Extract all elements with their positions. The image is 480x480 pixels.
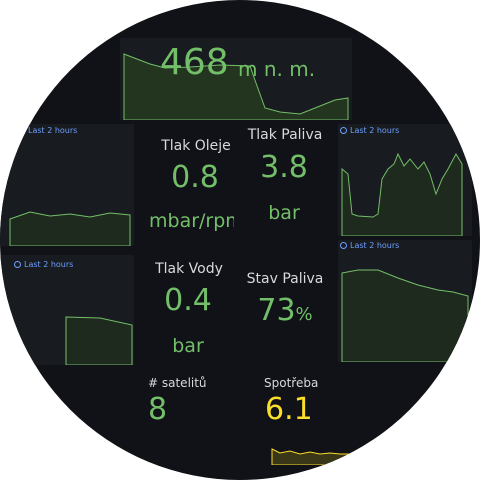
stat-title: Stav Paliva (246, 271, 324, 287)
time-range-text: Last 2 hours (350, 241, 400, 250)
time-range: Last 2 hours (340, 241, 399, 250)
altitude-panel (120, 38, 352, 120)
stat-unit: mbar/rpm (149, 210, 234, 232)
stat-title: Tlak Vody (155, 261, 223, 277)
stat-tile: Tlak Oleje 0.8 mbar/rpm (140, 128, 234, 240)
time-range: Last 2 hours (340, 126, 399, 135)
chart-panel (338, 124, 472, 236)
sparkline (341, 269, 469, 362)
time-range-text: Last 2 hours (350, 126, 400, 135)
stat-value: 8 (148, 392, 168, 427)
stat-value: 6.1 (265, 392, 313, 427)
stat-unit: bar (172, 335, 204, 357)
sparkline (271, 448, 359, 465)
stat-value-group: 73% (257, 293, 312, 328)
time-range-text: Last 2 hours (24, 260, 74, 269)
stat-title: Spotřeba (264, 376, 319, 390)
stat-title: Tlak Oleje (161, 138, 231, 154)
time-range: Last 2 hours (18, 126, 77, 135)
stat-value: 0.4 (164, 283, 212, 318)
stat-title: # satelitů (148, 376, 207, 390)
sparkline (9, 211, 131, 246)
altitude-value: 468 (160, 42, 229, 83)
sparkline (341, 152, 463, 236)
stat-title: Tlak Paliva (247, 127, 323, 143)
chart-panel (0, 255, 134, 365)
time-range-text: Last 2 hours (28, 126, 78, 135)
sparkline (65, 316, 133, 365)
stat-value: 3.8 (260, 150, 308, 185)
stat-value: 73 (257, 293, 296, 328)
altitude-unit: m n. m. (238, 57, 316, 81)
stat-unit: % (295, 304, 313, 325)
time-range: Last 2 hours (14, 260, 73, 269)
stat-value: 0.8 (171, 160, 219, 195)
sparkline (123, 53, 349, 120)
chart-panel (338, 240, 472, 362)
chart-panel (0, 124, 134, 246)
stat-unit: bar (268, 202, 300, 224)
